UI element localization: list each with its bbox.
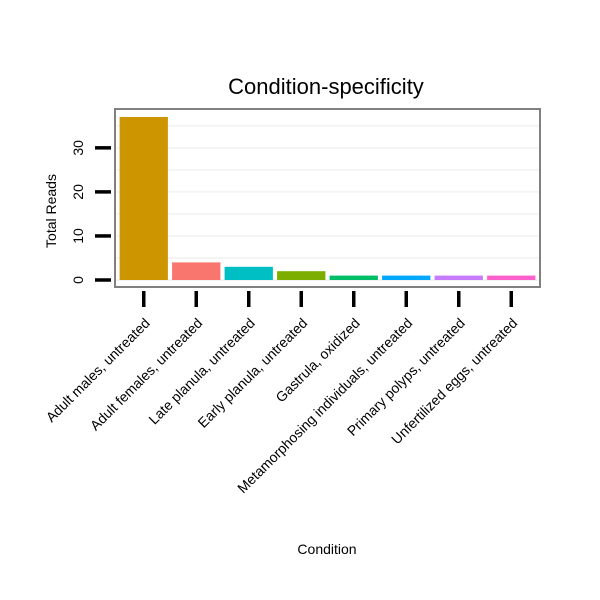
bar	[172, 262, 221, 280]
y-tick-label: 20	[70, 184, 86, 200]
y-tick-label: 10	[70, 228, 86, 244]
bars	[119, 117, 536, 280]
bar	[224, 266, 273, 280]
y-tick-label: 30	[70, 140, 86, 156]
plot-border	[114, 108, 541, 288]
bar	[119, 117, 168, 280]
bar	[487, 275, 536, 280]
y-tick-label: 0	[70, 276, 86, 284]
chart-title: Condition-specificity	[228, 74, 424, 99]
bar	[277, 271, 326, 280]
bar	[382, 275, 431, 280]
y-axis-title: Total Reads	[43, 174, 59, 248]
bar	[434, 275, 483, 280]
bar	[329, 275, 378, 280]
x-axis-title: Condition	[297, 541, 356, 557]
y-axis: 0 10 20 30	[70, 140, 111, 284]
